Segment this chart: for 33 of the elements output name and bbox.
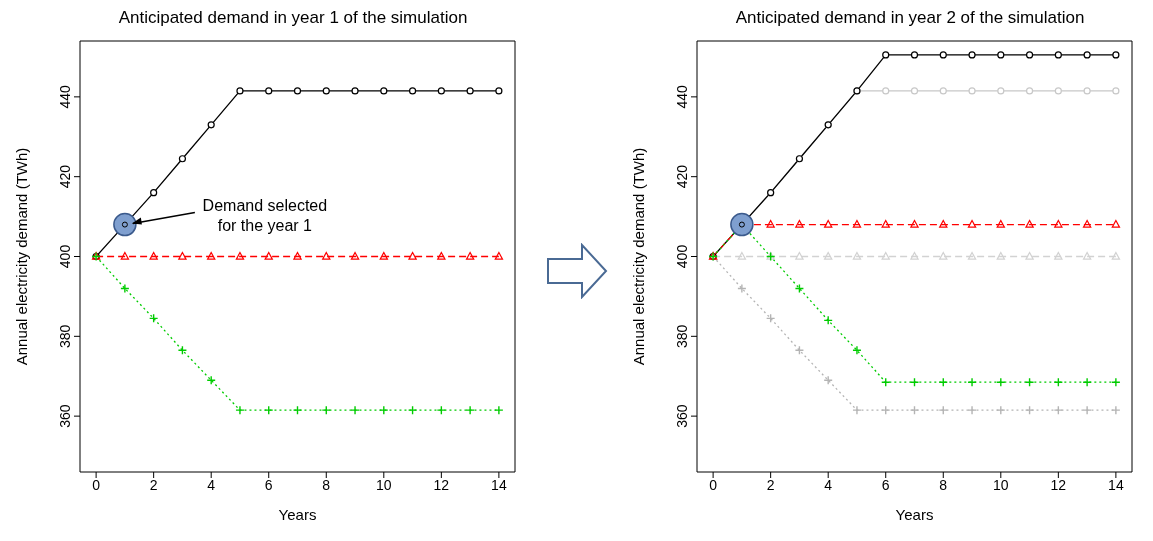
x-axis-title: Years xyxy=(895,506,934,523)
x-tick-label: 14 xyxy=(491,476,507,493)
x-tick-label: 14 xyxy=(1108,476,1124,493)
y-tick-label: 440 xyxy=(674,84,690,109)
chart-title: Anticipated demand in year 2 of the simulation xyxy=(734,8,1086,29)
y-tick-label: 420 xyxy=(57,164,73,189)
y-tick-label: 400 xyxy=(674,244,690,269)
x-tick-label: 8 xyxy=(939,476,948,493)
y-axis-title: Annual electricity demand (TWh) xyxy=(13,147,31,366)
x-tick-label: 10 xyxy=(376,476,392,493)
x-tick-label: 2 xyxy=(149,476,158,493)
y-tick-label: 440 xyxy=(57,84,73,109)
x-axis-title: Years xyxy=(278,506,317,523)
chart-title: Anticipated demand in year 1 of the simulation xyxy=(117,8,469,29)
x-tick-label: 4 xyxy=(207,476,216,493)
x-tick-label: 8 xyxy=(322,476,331,493)
y-tick-label: 360 xyxy=(674,404,690,428)
x-tick-label: 12 xyxy=(433,476,450,493)
y-axis-title: Annual electricity demand (TWh) xyxy=(630,147,648,366)
x-tick-label: 2 xyxy=(766,476,775,493)
y-tick-label: 420 xyxy=(674,164,690,189)
x-tick-label: 4 xyxy=(824,476,833,493)
x-tick-label: 0 xyxy=(92,476,101,493)
x-tick-label: 12 xyxy=(1050,476,1067,493)
annotation: Demand selected for the year 1 xyxy=(202,196,328,234)
x-tick-label: 10 xyxy=(993,476,1009,493)
y-tick-label: 400 xyxy=(57,244,73,269)
x-tick-label: 6 xyxy=(881,476,890,493)
y-tick-label: 380 xyxy=(674,324,690,348)
y-tick-label: 380 xyxy=(57,324,73,348)
y-tick-label: 360 xyxy=(57,404,73,428)
x-tick-label: 0 xyxy=(709,476,718,493)
x-tick-label: 6 xyxy=(264,476,273,493)
